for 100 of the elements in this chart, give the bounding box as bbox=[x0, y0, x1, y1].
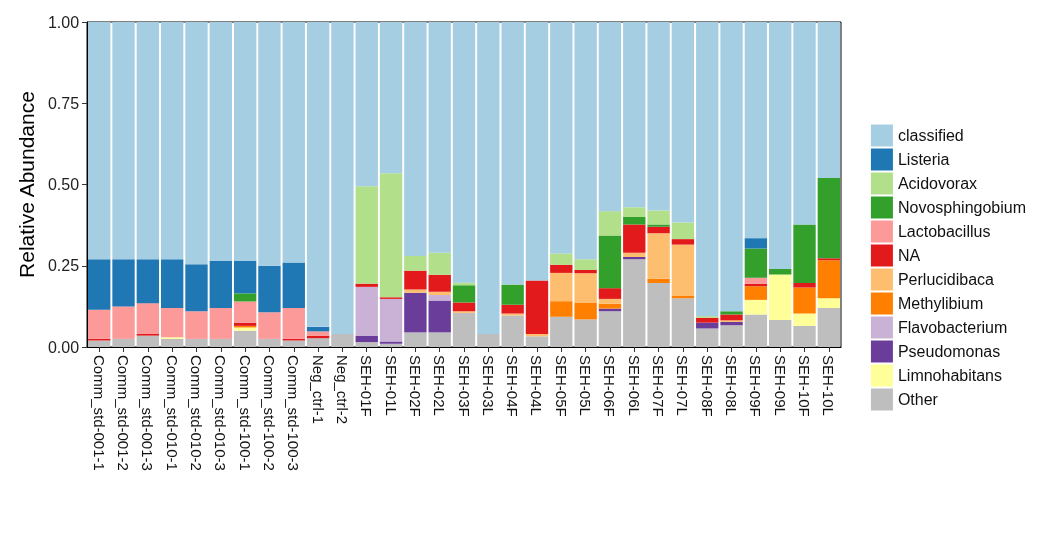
x-tick-label: SEH-09F bbox=[747, 355, 765, 417]
bar bbox=[598, 298, 622, 304]
bar bbox=[258, 338, 281, 347]
bar bbox=[574, 269, 597, 274]
bar bbox=[112, 259, 135, 307]
bar bbox=[160, 259, 184, 308]
y-axis-title: Relative Abundance bbox=[15, 91, 38, 278]
x-tick-label: SEH-02F bbox=[406, 355, 424, 417]
bar bbox=[258, 265, 281, 313]
y-tick-label: 0.75 bbox=[47, 94, 80, 112]
x-tick-label: Comm_std-010-2 bbox=[187, 355, 205, 471]
x-tick-label: Comm_std-010-1 bbox=[163, 355, 181, 471]
bar bbox=[282, 340, 305, 347]
bar bbox=[233, 293, 257, 302]
bar bbox=[817, 308, 841, 347]
bar bbox=[647, 22, 670, 211]
x-tick-label: Comm_std-001-1 bbox=[90, 355, 108, 471]
legend-label: Listeria bbox=[897, 151, 950, 168]
bar bbox=[233, 260, 257, 294]
bar bbox=[647, 233, 670, 279]
bar bbox=[744, 314, 768, 347]
bar bbox=[258, 312, 281, 339]
bar bbox=[379, 298, 403, 342]
bar bbox=[355, 22, 378, 187]
bar bbox=[209, 338, 232, 347]
bar bbox=[720, 22, 743, 312]
bar bbox=[744, 299, 768, 315]
y-tick-label: 0.00 bbox=[47, 338, 80, 356]
bar bbox=[623, 207, 646, 217]
bar bbox=[598, 288, 622, 299]
bar bbox=[136, 22, 160, 260]
bar bbox=[160, 338, 184, 347]
x-tick-label: SEH-08L bbox=[723, 355, 741, 416]
bar bbox=[574, 259, 597, 270]
bar bbox=[379, 22, 403, 174]
bar bbox=[550, 272, 573, 302]
bar bbox=[428, 300, 451, 333]
bar bbox=[744, 22, 768, 239]
bar bbox=[404, 256, 427, 271]
bar bbox=[793, 282, 816, 288]
bar bbox=[696, 317, 719, 323]
bar bbox=[817, 298, 841, 308]
x-tick-label: SEH-03F bbox=[455, 355, 473, 417]
x-tick-label: SEH-03L bbox=[479, 355, 497, 416]
bar bbox=[185, 22, 208, 265]
bar bbox=[404, 292, 427, 333]
bar bbox=[623, 22, 646, 208]
bar bbox=[404, 332, 427, 347]
bar bbox=[452, 22, 476, 283]
y-tick-label: 1.00 bbox=[47, 13, 80, 31]
bar bbox=[769, 320, 792, 347]
x-tick-label: SEH-04L bbox=[528, 355, 546, 416]
legend-label: Limnohabitans bbox=[897, 367, 1002, 384]
x-tick-label: Neg_ctrl-2 bbox=[333, 355, 351, 425]
x-tick-label: SEH-08F bbox=[698, 355, 716, 417]
x-tick-label: Comm_std-010-3 bbox=[212, 355, 230, 471]
x-tick-label: SEH-04F bbox=[504, 355, 522, 417]
bar bbox=[769, 274, 792, 321]
bar bbox=[647, 278, 670, 283]
legend-label: Acidovorax bbox=[897, 175, 978, 192]
bar bbox=[306, 338, 330, 347]
bar bbox=[647, 226, 670, 234]
bar bbox=[574, 22, 597, 260]
bar bbox=[136, 303, 160, 334]
bar bbox=[525, 22, 549, 281]
legend-label: classified bbox=[897, 127, 964, 144]
bar bbox=[282, 308, 305, 339]
bar bbox=[282, 22, 305, 263]
bar bbox=[817, 178, 841, 259]
bar bbox=[136, 259, 160, 304]
bar bbox=[793, 224, 816, 283]
legend-label: Methylibium bbox=[897, 295, 984, 312]
bar bbox=[793, 313, 816, 326]
bar bbox=[428, 332, 451, 347]
bar bbox=[647, 282, 670, 347]
bar bbox=[306, 22, 330, 327]
legend-label: Pseudomonas bbox=[897, 343, 1001, 360]
bar bbox=[258, 22, 281, 266]
bar bbox=[112, 338, 135, 347]
bar bbox=[428, 252, 451, 275]
bar bbox=[404, 289, 427, 293]
bar bbox=[233, 22, 257, 261]
legend-label: NA bbox=[897, 247, 921, 264]
bar bbox=[744, 286, 768, 300]
x-tick-label: SEH-01L bbox=[382, 355, 400, 416]
x-tick-label: SEH-05F bbox=[552, 355, 570, 417]
bar bbox=[574, 273, 597, 303]
bar bbox=[355, 335, 378, 343]
bar bbox=[209, 260, 232, 308]
bar bbox=[185, 338, 208, 347]
bar bbox=[647, 224, 670, 227]
bar bbox=[428, 274, 451, 292]
bar bbox=[769, 269, 792, 275]
bar bbox=[550, 22, 573, 254]
bar bbox=[720, 311, 743, 315]
x-tick-label: Comm_std-100-3 bbox=[285, 355, 303, 471]
bar bbox=[720, 325, 743, 347]
x-tick-label: SEH-02L bbox=[431, 355, 449, 416]
x-tick-label: SEH-10F bbox=[796, 355, 814, 417]
x-tick-label: SEH-09L bbox=[771, 355, 789, 416]
